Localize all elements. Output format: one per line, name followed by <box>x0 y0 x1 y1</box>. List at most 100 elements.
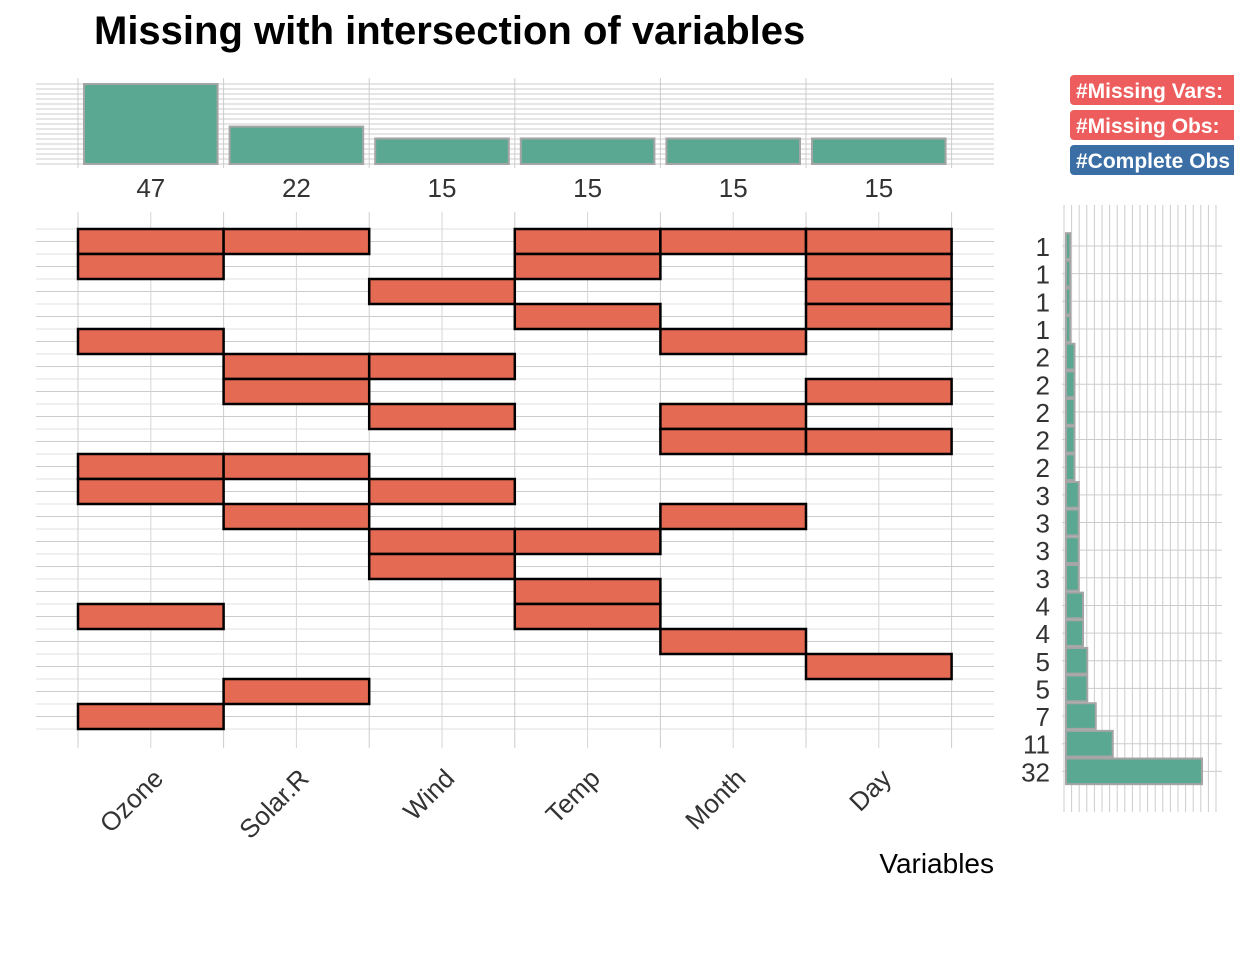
combination-count-bar <box>1065 508 1080 537</box>
combination-count-label: 2 <box>1036 453 1050 483</box>
missing-tile <box>659 627 808 656</box>
missing-tile <box>367 402 517 431</box>
combination-count-bar <box>1065 287 1072 316</box>
missing-tile <box>76 602 225 631</box>
missing-tile <box>804 227 953 256</box>
missing-tile <box>804 277 953 306</box>
missing-tile <box>804 427 953 456</box>
combination-count-label: 4 <box>1036 619 1050 649</box>
missing-tile <box>804 302 953 331</box>
combination-count-label: 7 <box>1036 702 1050 732</box>
missing-tile <box>76 702 225 731</box>
combination-count-bar <box>1065 702 1097 730</box>
combination-count-label: 3 <box>1036 564 1050 594</box>
variable-missing-count-label: 22 <box>282 173 311 203</box>
missing-tile <box>367 277 517 306</box>
missing-tile <box>222 452 371 481</box>
combination-count-bars <box>1065 232 1203 786</box>
combination-count-bar <box>1065 425 1076 454</box>
missing-tile <box>659 327 808 356</box>
combination-count-label: 2 <box>1036 398 1050 428</box>
missing-tile <box>222 352 371 381</box>
missing-tile <box>222 502 371 531</box>
combination-count-bar <box>1065 619 1084 647</box>
variable-missing-count-label: 15 <box>428 173 457 203</box>
variable-missing-count-label: 47 <box>136 173 165 203</box>
combination-count-bar <box>1065 591 1084 620</box>
combination-count-label: 11 <box>1023 730 1050 760</box>
missing-tile <box>367 552 517 581</box>
combination-count-bar <box>1065 315 1072 343</box>
variable-missing-bar <box>228 125 365 165</box>
variable-tick-label: Day <box>843 763 897 817</box>
missing-tile <box>513 252 662 281</box>
missing-tile <box>76 252 225 281</box>
combination-count-bar <box>1065 481 1080 509</box>
missing-tile <box>222 227 371 256</box>
combination-count-bar <box>1065 674 1089 703</box>
missing-tile <box>222 377 371 406</box>
combination-count-label: 2 <box>1036 426 1050 456</box>
legend-badge-label: #Complete Obs <box>1076 150 1230 173</box>
variable-missing-count-labels: 47 22 15 15 15 15 <box>136 173 893 203</box>
missing-matrix-tiles <box>76 227 953 731</box>
combination-count-bar <box>1065 232 1072 260</box>
missing-tile <box>76 452 225 481</box>
missing-tile <box>513 302 662 331</box>
missing-tile <box>367 527 517 556</box>
combination-count-label: 5 <box>1036 647 1050 677</box>
combination-count-label: 1 <box>1036 260 1050 290</box>
missing-tile <box>76 477 225 506</box>
variable-tick-labels: Ozone Solar.R Wind Temp Month Day <box>94 763 897 845</box>
missing-tile <box>76 327 225 356</box>
missing-tile <box>804 252 953 281</box>
variable-tick-label: Wind <box>397 763 460 826</box>
variable-missing-bar <box>519 137 656 165</box>
combination-count-bar <box>1065 342 1076 371</box>
combination-count-bar <box>1065 563 1080 592</box>
combination-count-label: 2 <box>1036 370 1050 400</box>
combination-count-bar <box>1065 729 1114 758</box>
combination-count-label: 3 <box>1036 481 1050 511</box>
missing-tile <box>659 402 808 431</box>
combination-count-bar <box>1065 398 1076 426</box>
missing-tile <box>222 677 371 706</box>
variable-missing-bar <box>374 137 510 165</box>
combination-count-bar <box>1065 646 1089 675</box>
variable-missing-bars <box>83 83 947 165</box>
combination-count-label: 1 <box>1036 315 1050 345</box>
missing-tile <box>659 502 808 531</box>
combination-count-label: 1 <box>1036 232 1050 262</box>
variable-tick-label: Month <box>679 763 751 835</box>
missing-tile <box>804 652 953 681</box>
x-axis-title: Variables <box>879 848 994 879</box>
combination-count-bar <box>1065 536 1080 564</box>
missing-tile <box>76 227 225 256</box>
missing-tile <box>367 352 517 381</box>
missing-tile <box>513 577 662 606</box>
missing-tile <box>659 227 808 256</box>
variable-missing-count-label: 15 <box>719 173 748 203</box>
missing-tile <box>804 377 953 406</box>
variable-missing-bar <box>665 137 802 165</box>
combination-count-label: 4 <box>1036 591 1050 621</box>
combination-count-label: 2 <box>1036 343 1050 373</box>
variable-missing-bar <box>83 83 219 165</box>
missing-tile <box>367 477 517 506</box>
variable-tick-label: Solar.R <box>233 763 315 845</box>
combination-count-bar <box>1065 370 1076 399</box>
legend-badge <box>1070 110 1234 140</box>
missing-tile <box>513 602 662 631</box>
variable-missing-bar <box>811 137 947 165</box>
combination-count-label: 3 <box>1036 509 1050 539</box>
combination-count-label: 32 <box>1021 757 1050 787</box>
combination-count-label: 5 <box>1036 674 1050 704</box>
variable-tick-label: Ozone <box>94 763 169 838</box>
variable-missing-count-label: 15 <box>573 173 602 203</box>
combination-count-label: 3 <box>1036 536 1050 566</box>
variable-missing-count-label: 15 <box>864 173 893 203</box>
variable-tick-label: Temp <box>540 763 606 829</box>
legend-badge <box>1070 145 1234 175</box>
